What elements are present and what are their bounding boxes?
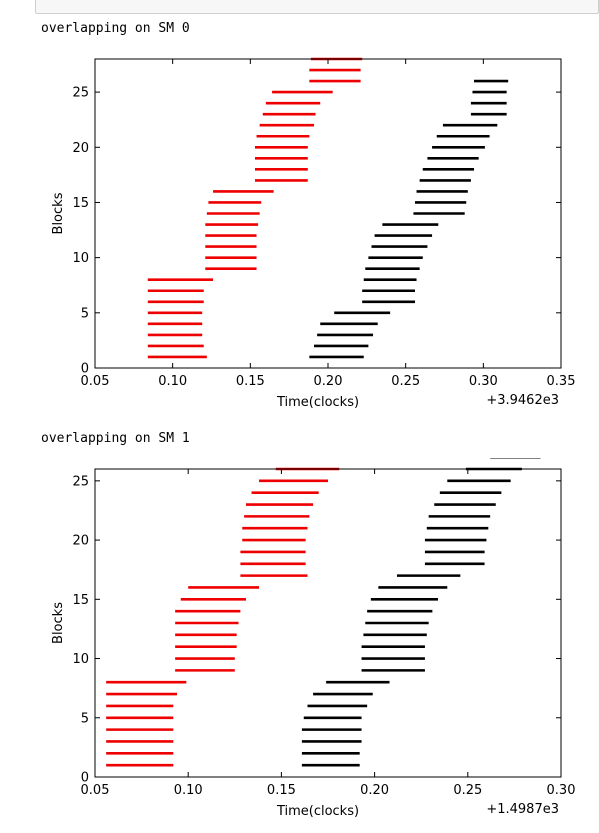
y-tick-label: 15 — [72, 196, 89, 211]
x-tick-label: 0.15 — [236, 374, 265, 389]
plot-frame — [94, 468, 562, 778]
x-tick-label: 0.25 — [391, 374, 420, 389]
output-label-sm0: overlapping on SM 0 — [41, 21, 190, 36]
x-tick-label: 0.30 — [547, 783, 576, 798]
x-tick-label: 0.05 — [81, 374, 110, 389]
y-tick-label: 20 — [72, 141, 89, 156]
plot-frame — [94, 58, 562, 369]
x-axis-label: Time(clocks) — [276, 804, 359, 819]
y-tick-label: 15 — [72, 593, 89, 608]
y-tick-label: 10 — [72, 251, 89, 266]
x-axis-label: Time(clocks) — [276, 395, 359, 410]
y-tick-label: 0 — [81, 362, 89, 377]
x-offset-text: +1.4987e3 — [486, 802, 559, 817]
x-tick-label: 0.05 — [81, 783, 110, 798]
x-tick-label: 0.20 — [314, 374, 343, 389]
x-tick-label: 0.10 — [174, 783, 203, 798]
chart-sm1: 0.05 0.10 0.15 0.20 0.25 0.30 0 5 10 15 20 25 Time(c… — [51, 458, 576, 819]
output-label-sm1: overlapping on SM 1 — [41, 431, 190, 446]
chart-sm0: 0.05 0.10 0.15 0.20 0.25 0.30 0.35 0 5 10 15 20 25 Ti… — [51, 57, 576, 410]
y-tick-label: 5 — [81, 711, 89, 726]
input-cell-bottom-edge — [35, 0, 599, 14]
y-axis-label: Blocks — [51, 192, 66, 234]
x-tick-label: 0.30 — [469, 374, 498, 389]
y-tick-label: 0 — [81, 771, 89, 786]
y-tick-label: 10 — [72, 652, 89, 667]
x-offset-text: +3.9462e3 — [486, 393, 559, 408]
y-axis-label: Blocks — [51, 602, 66, 644]
y-tick-label: 25 — [72, 86, 89, 101]
y-tick-label: 5 — [81, 306, 89, 321]
x-tick-label: 0.10 — [158, 374, 187, 389]
y-tick-label: 20 — [72, 534, 89, 549]
x-tick-label: 0.35 — [547, 374, 576, 389]
y-tick-label: 25 — [72, 474, 89, 489]
x-tick-label: 0.25 — [453, 783, 482, 798]
x-tick-label: 0.20 — [360, 783, 389, 798]
x-tick-label: 0.15 — [267, 783, 296, 798]
